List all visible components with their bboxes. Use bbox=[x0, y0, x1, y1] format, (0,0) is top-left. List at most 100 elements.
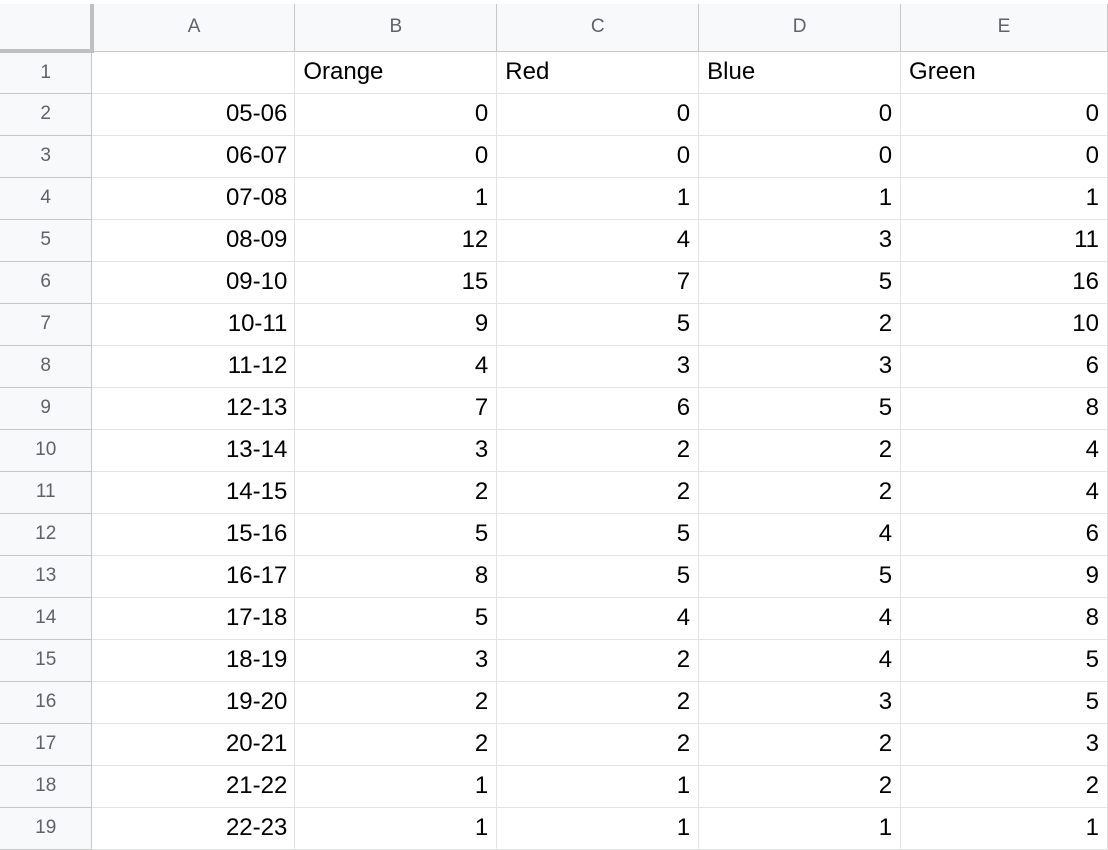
column-header-b[interactable]: B bbox=[294, 4, 498, 52]
row-header[interactable]: 18 bbox=[0, 765, 93, 808]
cell-e[interactable]: 2 bbox=[900, 765, 1108, 808]
cell-d[interactable]: 2 bbox=[698, 303, 902, 346]
cell-e[interactable]: 4 bbox=[900, 471, 1108, 514]
cell-c[interactable]: 5 bbox=[496, 555, 700, 598]
cell-e[interactable]: 1 bbox=[900, 807, 1108, 850]
cell-b[interactable]: 2 bbox=[294, 681, 498, 724]
cell-d[interactable]: 4 bbox=[698, 639, 902, 682]
cell-d[interactable]: 2 bbox=[698, 429, 902, 472]
cell-d[interactable]: 2 bbox=[698, 765, 902, 808]
cell-a[interactable]: 11-12 bbox=[91, 345, 296, 388]
cell-a[interactable]: 10-11 bbox=[91, 303, 296, 346]
cell-e[interactable]: 9 bbox=[900, 555, 1108, 598]
row-header[interactable]: 3 bbox=[0, 135, 93, 178]
cell-b[interactable]: 3 bbox=[294, 429, 498, 472]
cell-d[interactable]: 2 bbox=[698, 471, 902, 514]
cell-e[interactable]: 3 bbox=[900, 723, 1108, 766]
cell-e[interactable]: 1 bbox=[900, 177, 1108, 220]
cell-c1[interactable]: Red bbox=[496, 51, 700, 94]
cell-c[interactable]: 5 bbox=[496, 513, 700, 556]
cell-c[interactable]: 4 bbox=[496, 219, 700, 262]
cell-d[interactable]: 5 bbox=[698, 555, 902, 598]
cell-a[interactable]: 08-09 bbox=[91, 219, 296, 262]
cell-b[interactable]: 9 bbox=[294, 303, 498, 346]
cell-c[interactable]: 2 bbox=[496, 471, 700, 514]
column-header-a[interactable]: A bbox=[91, 4, 296, 52]
row-header[interactable]: 4 bbox=[0, 177, 93, 220]
cell-b1[interactable]: Orange bbox=[294, 51, 498, 94]
column-header-c[interactable]: C bbox=[496, 4, 700, 52]
cell-d1[interactable]: Blue bbox=[698, 51, 902, 94]
cell-b[interactable]: 3 bbox=[294, 639, 498, 682]
cell-a[interactable]: 18-19 bbox=[91, 639, 296, 682]
cell-b[interactable]: 7 bbox=[294, 387, 498, 430]
cell-e[interactable]: 10 bbox=[900, 303, 1108, 346]
cell-e[interactable]: 6 bbox=[900, 345, 1108, 388]
cell-e[interactable]: 16 bbox=[900, 261, 1108, 304]
row-header[interactable]: 19 bbox=[0, 807, 93, 850]
row-header[interactable]: 5 bbox=[0, 219, 93, 262]
row-header[interactable]: 10 bbox=[0, 429, 93, 472]
cell-c[interactable]: 0 bbox=[496, 135, 700, 178]
cell-e[interactable]: 8 bbox=[900, 597, 1108, 640]
cell-b[interactable]: 1 bbox=[294, 807, 498, 850]
cell-e[interactable]: 8 bbox=[900, 387, 1108, 430]
cell-d[interactable]: 4 bbox=[698, 513, 902, 556]
cell-e[interactable]: 11 bbox=[900, 219, 1108, 262]
row-header[interactable]: 13 bbox=[0, 555, 93, 598]
cell-b[interactable]: 8 bbox=[294, 555, 498, 598]
cell-a[interactable]: 22-23 bbox=[91, 807, 296, 850]
cell-a[interactable]: 15-16 bbox=[91, 513, 296, 556]
cell-b[interactable]: 0 bbox=[294, 93, 498, 136]
cell-d[interactable]: 1 bbox=[698, 807, 902, 850]
cell-c[interactable]: 6 bbox=[496, 387, 700, 430]
cell-e[interactable]: 4 bbox=[900, 429, 1108, 472]
cell-a1[interactable] bbox=[91, 51, 296, 94]
column-header-e[interactable]: E bbox=[900, 4, 1108, 52]
cell-d[interactable]: 5 bbox=[698, 387, 902, 430]
cell-a[interactable]: 20-21 bbox=[91, 723, 296, 766]
cell-a[interactable]: 16-17 bbox=[91, 555, 296, 598]
cell-d[interactable]: 5 bbox=[698, 261, 902, 304]
row-header[interactable]: 2 bbox=[0, 93, 93, 136]
cell-a[interactable]: 14-15 bbox=[91, 471, 296, 514]
cell-c[interactable]: 3 bbox=[496, 345, 700, 388]
cell-c[interactable]: 1 bbox=[496, 807, 700, 850]
cell-b[interactable]: 1 bbox=[294, 177, 498, 220]
cell-d[interactable]: 0 bbox=[698, 135, 902, 178]
cell-c[interactable]: 2 bbox=[496, 429, 700, 472]
cell-c[interactable]: 2 bbox=[496, 723, 700, 766]
cell-b[interactable]: 12 bbox=[294, 219, 498, 262]
cell-b[interactable]: 4 bbox=[294, 345, 498, 388]
cell-e[interactable]: 6 bbox=[900, 513, 1108, 556]
row-header[interactable]: 11 bbox=[0, 471, 93, 514]
cell-c[interactable]: 2 bbox=[496, 639, 700, 682]
row-header[interactable]: 9 bbox=[0, 387, 93, 430]
cell-c[interactable]: 1 bbox=[496, 765, 700, 808]
cell-b[interactable]: 2 bbox=[294, 471, 498, 514]
cell-b[interactable]: 15 bbox=[294, 261, 498, 304]
cell-c[interactable]: 2 bbox=[496, 681, 700, 724]
row-header[interactable]: 1 bbox=[0, 51, 93, 94]
cell-d[interactable]: 2 bbox=[698, 723, 902, 766]
cell-d[interactable]: 0 bbox=[698, 93, 902, 136]
cell-d[interactable]: 3 bbox=[698, 681, 902, 724]
cell-b[interactable]: 2 bbox=[294, 723, 498, 766]
cell-b[interactable]: 5 bbox=[294, 597, 498, 640]
cell-a[interactable]: 05-06 bbox=[91, 93, 296, 136]
cell-e[interactable]: 0 bbox=[900, 93, 1108, 136]
cell-d[interactable]: 4 bbox=[698, 597, 902, 640]
cell-b[interactable]: 5 bbox=[294, 513, 498, 556]
row-header[interactable]: 15 bbox=[0, 639, 93, 682]
row-header[interactable]: 8 bbox=[0, 345, 93, 388]
cell-c[interactable]: 1 bbox=[496, 177, 700, 220]
row-header[interactable]: 16 bbox=[0, 681, 93, 724]
row-header[interactable]: 7 bbox=[0, 303, 93, 346]
cell-a[interactable]: 17-18 bbox=[91, 597, 296, 640]
cell-e1[interactable]: Green bbox=[900, 51, 1108, 94]
cell-c[interactable]: 0 bbox=[496, 93, 700, 136]
cell-e[interactable]: 0 bbox=[900, 135, 1108, 178]
row-header[interactable]: 6 bbox=[0, 261, 93, 304]
cell-e[interactable]: 5 bbox=[900, 681, 1108, 724]
cell-a[interactable]: 06-07 bbox=[91, 135, 296, 178]
